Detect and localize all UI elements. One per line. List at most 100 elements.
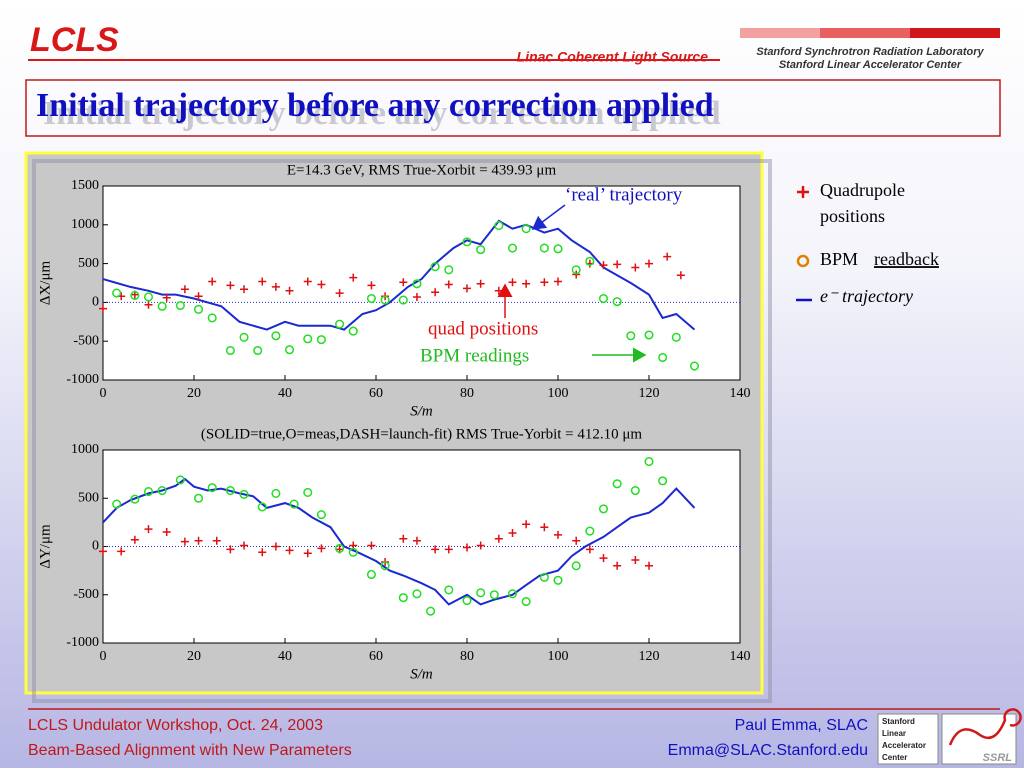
x-tick-label: 140 bbox=[730, 649, 751, 664]
y-tick-label: 500 bbox=[78, 256, 99, 271]
bpm-marker bbox=[630, 485, 640, 496]
bpm-marker bbox=[412, 279, 422, 289]
quad-marker bbox=[676, 271, 685, 280]
x-tick-label: 0 bbox=[100, 386, 107, 401]
x-tick-label: 80 bbox=[460, 649, 474, 664]
bpm-marker bbox=[157, 485, 167, 496]
slac-logo-text: Stanford Linear Accelerator Center bbox=[882, 717, 926, 762]
quad-marker bbox=[271, 282, 280, 291]
quad-marker bbox=[631, 263, 640, 272]
plot-title: E=14.3 GeV, RMS True-Xorbit = 439.93 μm bbox=[287, 162, 557, 178]
bpm-marker bbox=[112, 499, 122, 509]
quad-marker bbox=[271, 542, 280, 551]
quad-marker bbox=[645, 259, 653, 268]
quad-marker bbox=[180, 537, 189, 546]
bpm-marker bbox=[225, 485, 235, 496]
bpm-marker bbox=[553, 244, 563, 254]
quad-marker bbox=[572, 536, 581, 545]
quad-marker bbox=[572, 270, 581, 279]
trajectory-line bbox=[102, 477, 696, 606]
footer-text: LCLS Undulator Workshop, Oct. 24, 2003 bbox=[28, 717, 323, 734]
title-shadow: Initial trajectory before any correction… bbox=[43, 95, 721, 132]
x-tick-label: 20 bbox=[187, 649, 201, 664]
y-tick-label: 500 bbox=[78, 490, 99, 505]
quad-marker bbox=[412, 292, 421, 301]
bpm-marker bbox=[462, 237, 472, 247]
quad-marker bbox=[285, 546, 294, 555]
quad-marker bbox=[663, 252, 672, 261]
quad-marker bbox=[194, 292, 203, 301]
bpm-marker bbox=[335, 543, 345, 553]
bpm-marker bbox=[539, 572, 549, 582]
legend-text: BPM bbox=[820, 249, 858, 269]
footer: LCLS Undulator Workshop, Oct. 24, 2003 B… bbox=[28, 717, 868, 759]
lab-name: Stanford Synchrotron Radiation Laborator… bbox=[756, 46, 984, 58]
bpm-marker bbox=[612, 479, 622, 489]
annotation-arrow bbox=[531, 204, 566, 230]
bpm-marker bbox=[175, 300, 185, 311]
bpm-marker bbox=[521, 596, 531, 607]
quad-marker bbox=[554, 530, 562, 539]
y-tick-label: 0 bbox=[92, 295, 99, 310]
y-axis-label: ΔX/μm bbox=[37, 260, 53, 305]
x-tick-label: 100 bbox=[548, 649, 569, 664]
annotation: quad positions bbox=[428, 318, 538, 339]
bpm-marker bbox=[462, 595, 472, 606]
quad-marker bbox=[367, 541, 376, 550]
bpm-marker bbox=[585, 526, 595, 536]
bpm-marker bbox=[571, 265, 581, 275]
bpm-marker bbox=[366, 293, 377, 304]
quad-marker bbox=[522, 279, 531, 288]
title-box bbox=[25, 79, 1001, 137]
quad-marker bbox=[117, 547, 126, 556]
bpm-marker bbox=[130, 290, 140, 300]
quad-marker bbox=[367, 281, 376, 290]
quad-marker bbox=[399, 534, 408, 543]
bpm-marker bbox=[412, 589, 422, 599]
y-tick-label: -1000 bbox=[66, 635, 99, 650]
bpm-marker bbox=[398, 593, 408, 603]
quad-marker bbox=[99, 304, 107, 313]
quad-marker bbox=[476, 541, 485, 550]
bpm-marker bbox=[507, 243, 518, 253]
quad-marker bbox=[444, 280, 453, 289]
logo-word: Stanford bbox=[882, 717, 915, 726]
bpm-marker bbox=[143, 292, 154, 302]
bpm-marker bbox=[157, 301, 167, 311]
plot-title: (SOLID=true,O=meas,DASH=launch-fit) RMS … bbox=[201, 426, 643, 442]
bpm-marker bbox=[316, 335, 326, 345]
bpm-marker bbox=[207, 483, 217, 493]
y-tick-label: -500 bbox=[73, 333, 99, 348]
bpm-marker bbox=[239, 332, 249, 342]
y-tick-label: -1000 bbox=[66, 372, 99, 387]
quad-marker bbox=[631, 556, 640, 565]
quad-marker bbox=[431, 288, 440, 297]
quad-marker bbox=[258, 277, 267, 286]
bpm-marker bbox=[253, 345, 263, 356]
quad-marker bbox=[508, 528, 517, 537]
bpm-marker bbox=[380, 561, 390, 571]
bpm-marker bbox=[644, 457, 654, 467]
bpm-marker bbox=[112, 288, 122, 298]
legend: Quadrupole positions BPM readback e⁻ tra… bbox=[796, 180, 939, 306]
bpm-marker bbox=[476, 588, 486, 598]
bpm-marker bbox=[430, 262, 440, 272]
legend-marker bbox=[796, 254, 810, 268]
bpm-marker bbox=[644, 330, 654, 340]
legend-text: e⁻ trajectory bbox=[820, 286, 913, 306]
legend-text: Quadrupole bbox=[820, 180, 905, 200]
footer-text: Paul Emma, SLAC bbox=[735, 717, 868, 734]
legend-marker bbox=[797, 186, 809, 198]
bpm-marker bbox=[689, 361, 700, 371]
quad-marker bbox=[463, 284, 471, 293]
logo-word: Center bbox=[882, 753, 907, 762]
bpm-marker bbox=[366, 569, 377, 580]
quad-marker bbox=[240, 541, 249, 550]
x-tick-label: 120 bbox=[639, 649, 660, 664]
x-tick-label: 60 bbox=[369, 386, 383, 401]
quad-marker bbox=[508, 278, 517, 287]
bpm-marker bbox=[494, 221, 504, 231]
x-axis-label: S/m bbox=[410, 403, 433, 419]
bpm-marker bbox=[289, 499, 299, 509]
